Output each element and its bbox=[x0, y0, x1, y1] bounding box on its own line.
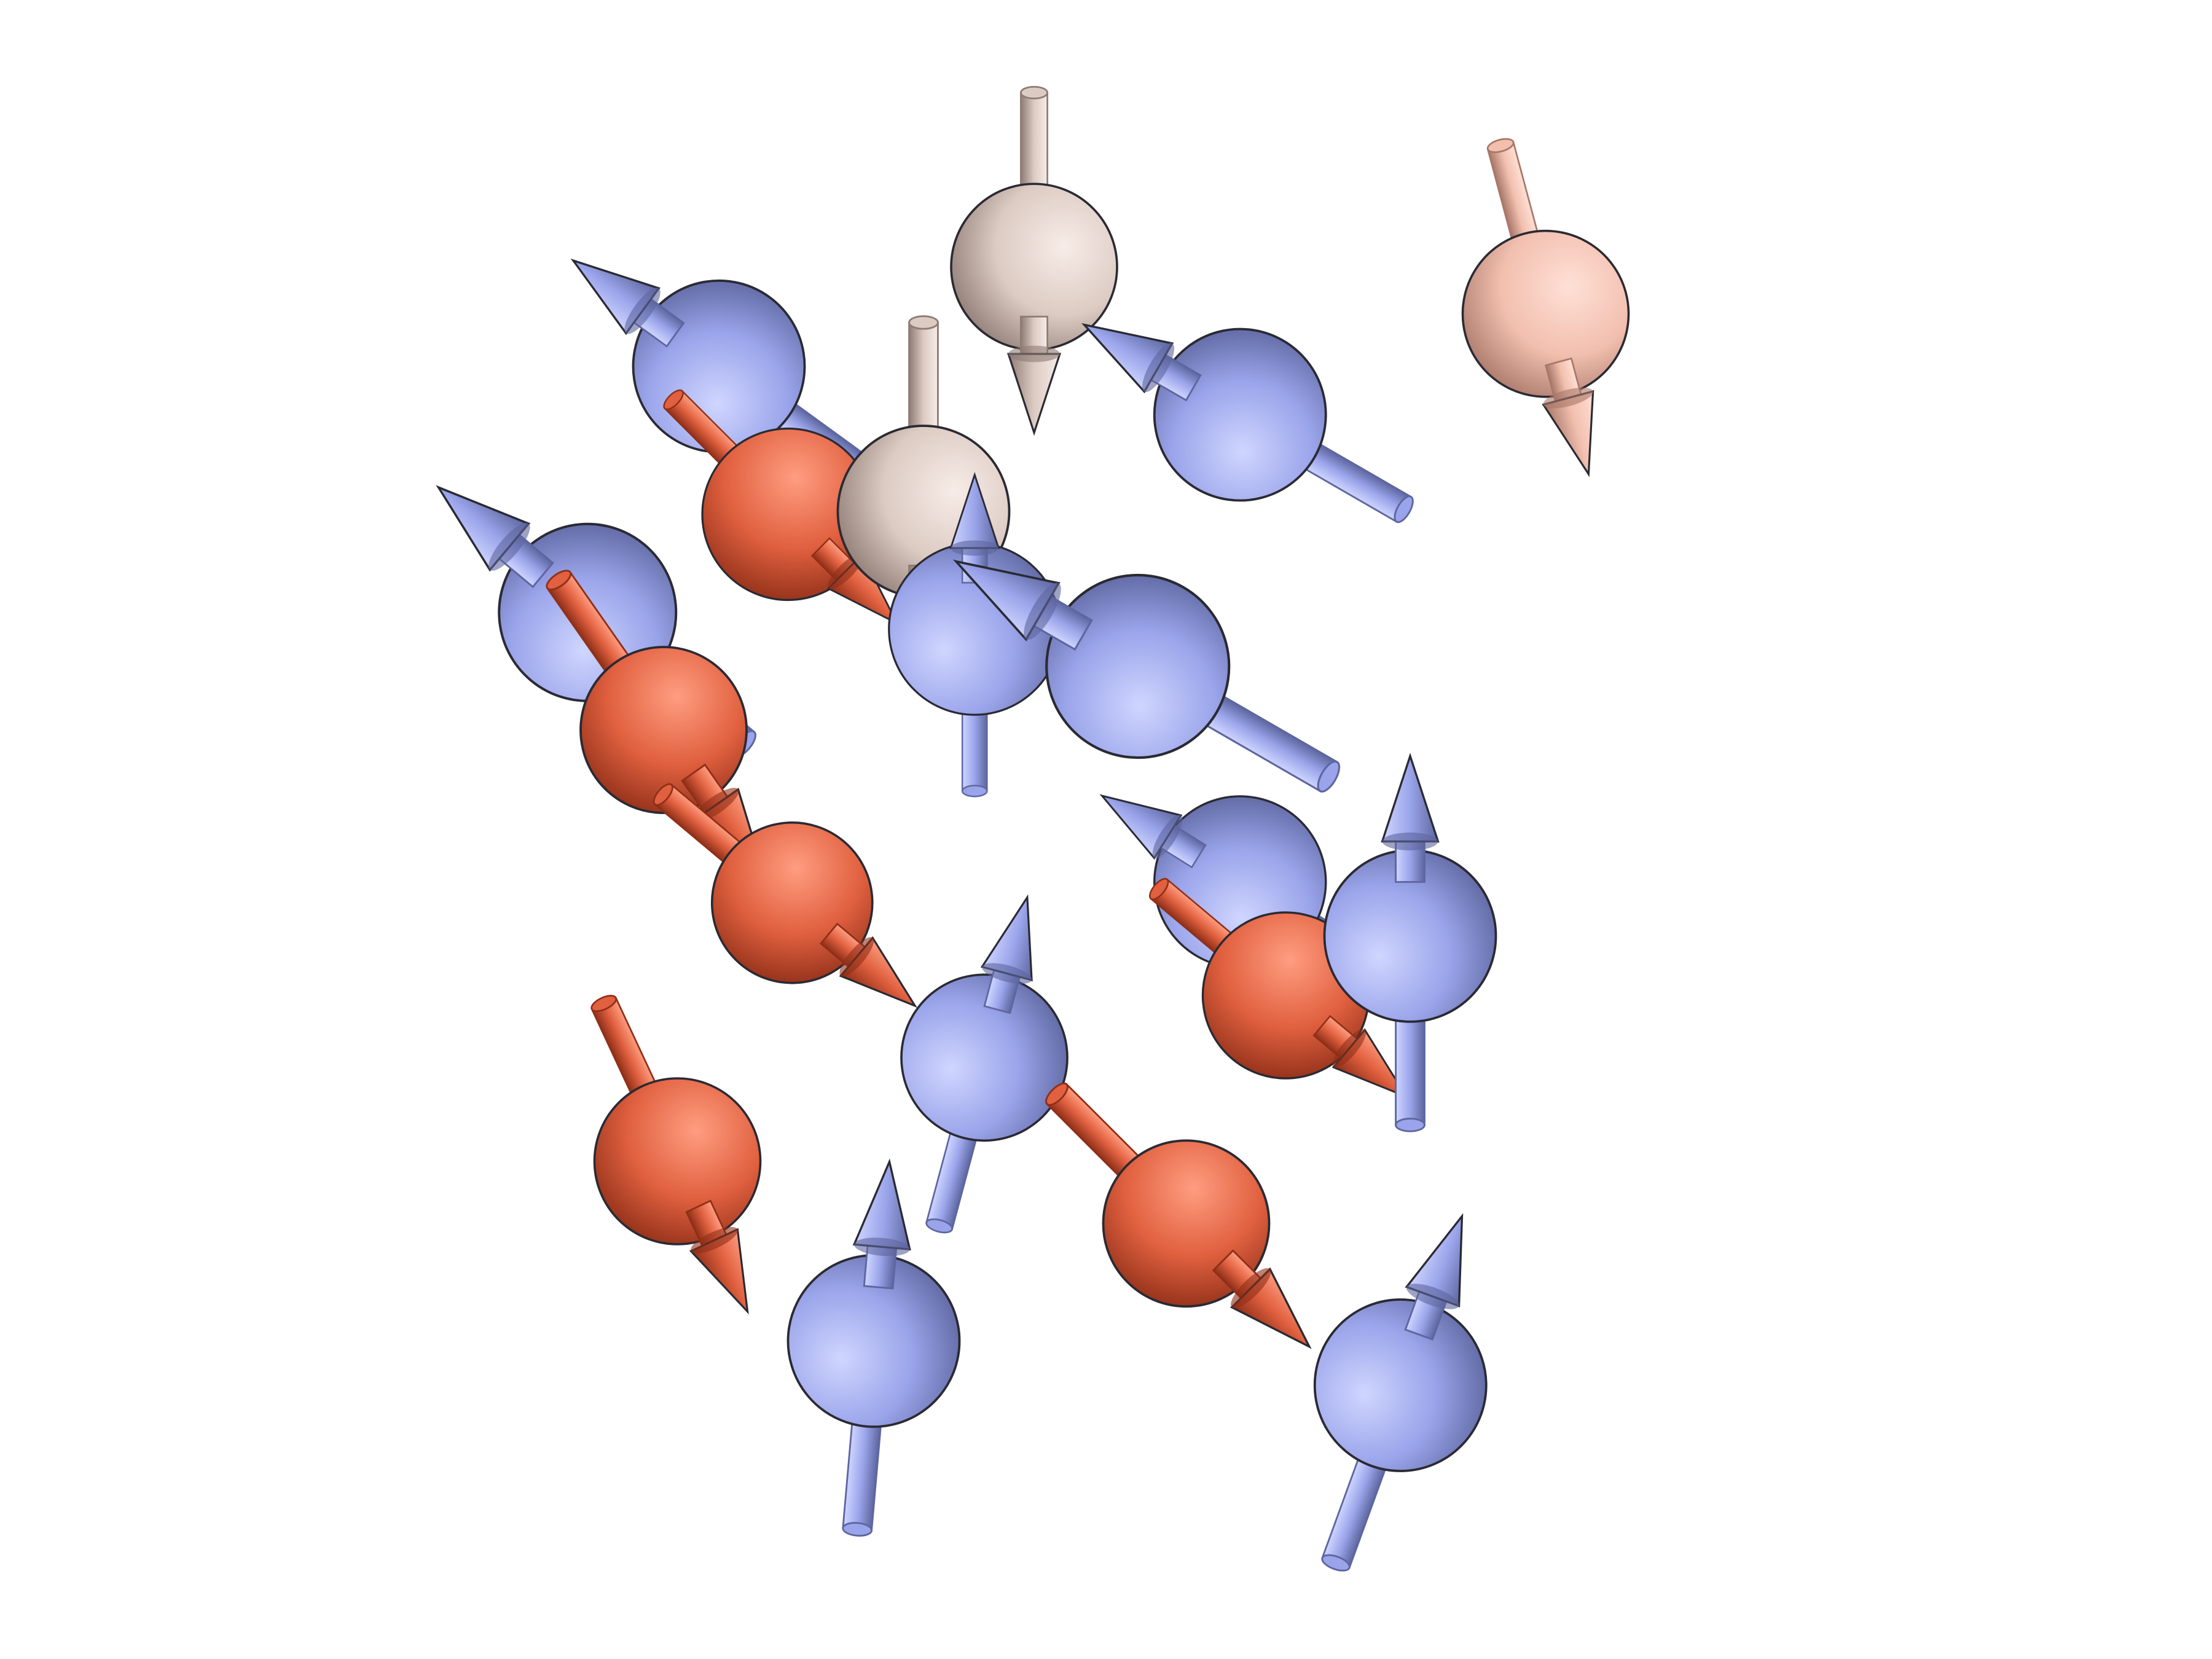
spin-blue-lower-center bbox=[786, 1158, 961, 1537]
spin-red-left bbox=[546, 570, 766, 876]
spin-pink-right bbox=[1461, 138, 1630, 477]
spin-blue-middle-lower-sphere bbox=[900, 973, 1069, 1142]
spin-pink-right-sphere bbox=[1461, 229, 1630, 398]
spin-beige-top-head bbox=[1006, 353, 1062, 436]
spin-blue-center-large bbox=[952, 559, 1341, 793]
spin-blue-upper-right-sphere bbox=[1153, 327, 1327, 502]
spin-red-behind-upper-left bbox=[663, 389, 900, 626]
spin-blue-lower-right bbox=[1313, 1213, 1488, 1572]
spin-blue-lower-right-sphere bbox=[1313, 1298, 1488, 1472]
spin-blue-right-head bbox=[1381, 752, 1440, 843]
spin-blue-middle-lower bbox=[900, 894, 1069, 1234]
spin-blue-lower-center-head bbox=[852, 1158, 911, 1251]
spin-red-lower-left bbox=[590, 995, 762, 1315]
spin-red-lower-center bbox=[1045, 1082, 1312, 1349]
spin-blue-right bbox=[1323, 752, 1497, 1132]
spin-blue-center-large-sphere bbox=[1045, 573, 1231, 759]
spin-group bbox=[436, 85, 1630, 1572]
spin-red-lower-left-sphere bbox=[593, 1077, 762, 1245]
spin-beige-top bbox=[950, 85, 1118, 436]
spin-red-left-lower bbox=[653, 783, 918, 1008]
spin-blue-upper-right bbox=[1081, 323, 1414, 524]
